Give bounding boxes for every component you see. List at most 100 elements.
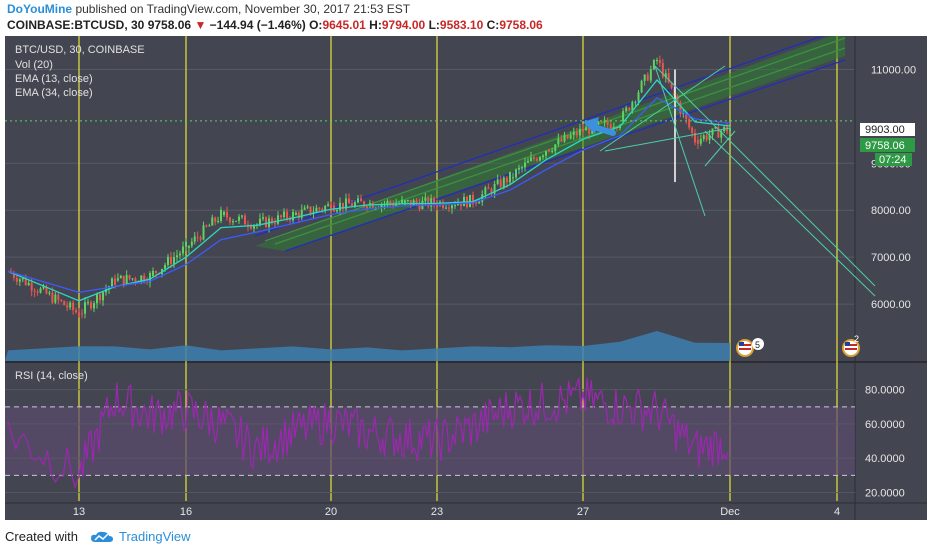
candle-body (149, 273, 151, 283)
symbol-label[interactable]: COINBASE:BTCUSD, 30 (7, 18, 145, 32)
candle-body (363, 201, 365, 207)
event-count: 5 (755, 340, 760, 350)
chart-area[interactable]: 6000.007000.008000.009000.0011000.0020.0… (5, 27, 927, 520)
author-link[interactable]: DoYouMine (7, 2, 73, 16)
open-value: 9645.01 (322, 18, 366, 32)
candle-body (502, 177, 505, 188)
candle-body (548, 149, 551, 152)
candle-body (637, 92, 640, 102)
pivot-price-tag (860, 123, 915, 136)
candle-body (691, 127, 694, 133)
candle-body (81, 313, 83, 315)
publish-line: DoYouMine published on TradingView.com, … (7, 2, 410, 16)
footer: Created with TradingView (0, 524, 932, 550)
candle-body (292, 211, 294, 221)
time-axis[interactable]: 13 16 20 23 27 Dec 4 (73, 506, 840, 518)
legend-rsi[interactable]: RSI (14, close) (15, 370, 88, 382)
candle-body (560, 138, 563, 142)
candle-body (357, 198, 359, 203)
time-tick-label: 16 (180, 506, 192, 518)
tradingview-cloud-icon[interactable] (90, 530, 114, 547)
candle-body (600, 121, 603, 123)
candle-body (345, 198, 347, 209)
candle-body (512, 177, 514, 179)
candle-body (521, 167, 523, 169)
candle-body (634, 101, 637, 103)
last-price: 9758.06 (147, 18, 192, 32)
candle-body (250, 226, 252, 229)
candle-body (566, 134, 569, 139)
trend-line (654, 65, 876, 287)
candle-body (193, 236, 196, 242)
us-flag-icon-2[interactable] (842, 339, 860, 357)
price-tick-label: 6000.00 (871, 299, 911, 311)
candle-body (609, 124, 612, 129)
legend-ema13[interactable]: EMA (13, close) (15, 73, 93, 85)
open-label: O: (309, 18, 323, 32)
price-axis[interactable]: 6000.007000.008000.009000.0011000.0020.0… (865, 64, 916, 499)
trend-line (599, 65, 726, 152)
candle-body (99, 294, 101, 301)
candle-body (603, 120, 606, 123)
legend-title[interactable]: BTC/USD, 30, COINBASE (15, 44, 145, 56)
candle-body (78, 312, 80, 317)
candle-body (386, 201, 389, 204)
published-text: published on TradingView.com, November 3… (75, 2, 411, 16)
candle-body (324, 206, 327, 211)
candle-body (658, 60, 661, 63)
candle-body (134, 278, 137, 282)
high-value: 9794.00 (381, 18, 426, 32)
candle-body (36, 291, 39, 293)
trend-line (604, 127, 731, 152)
candle-body (176, 255, 178, 258)
candle-body (253, 225, 255, 229)
arrow-annotation[interactable] (583, 117, 616, 136)
candle-body (87, 302, 89, 304)
candle-body (318, 207, 321, 209)
tradingview-brand-link[interactable]: TradingView (119, 529, 191, 544)
candle-body (235, 220, 237, 222)
candle-body (96, 294, 98, 304)
candle-body (702, 135, 705, 140)
candle-body (24, 278, 27, 286)
close-value: 9758.06 (499, 18, 543, 32)
trend-line (704, 130, 876, 297)
candle-body (578, 128, 581, 136)
candle-body (51, 292, 54, 303)
candle-body (448, 207, 450, 209)
last-price-tag (860, 138, 915, 152)
time-tick-label: 4 (834, 506, 840, 518)
candle-body (30, 282, 33, 291)
chart-svg[interactable]: 6000.007000.008000.009000.0011000.0020.0… (5, 27, 927, 520)
rsi-tick-label: 40.0000 (865, 453, 905, 465)
candle-body (395, 203, 398, 207)
candle-body (190, 241, 193, 246)
candle-body (640, 80, 643, 93)
event-badge[interactable] (752, 338, 764, 350)
candle-body (606, 120, 609, 125)
candle-body (196, 236, 199, 238)
candle-body (554, 144, 557, 152)
channel-line (274, 47, 846, 245)
price-tick-label: 11000.00 (871, 64, 916, 76)
rsi-line (7, 377, 729, 490)
legend-ema34[interactable]: EMA (34, close) (15, 87, 93, 99)
candle-body (705, 135, 708, 140)
candle-body (389, 201, 392, 204)
legend-volume[interactable]: Vol (20) (15, 59, 53, 71)
candle-body (667, 73, 670, 83)
candle-body (321, 208, 324, 211)
candle-body (182, 246, 184, 254)
candle-body (259, 218, 261, 225)
us-flag-icon[interactable] (736, 339, 754, 357)
candle-body (433, 198, 436, 205)
candle-body (542, 155, 544, 158)
candle-body (551, 151, 554, 153)
candle-body (280, 215, 282, 218)
candle-body (119, 275, 122, 279)
candle-body (15, 277, 18, 282)
candle-body (57, 294, 60, 300)
candle-body (294, 212, 297, 215)
candle-body (527, 161, 529, 163)
candle-body (515, 169, 517, 178)
